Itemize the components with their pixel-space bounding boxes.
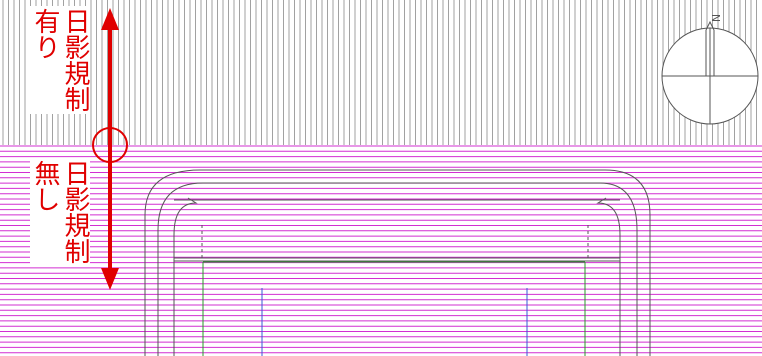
restricted-label-line2: 有り bbox=[30, 8, 60, 60]
restricted-label-line1: 日影規制 bbox=[60, 8, 90, 112]
unrestricted-zone-label: 日影規制 無し bbox=[30, 158, 90, 266]
unrestricted-label-line1: 日影規制 bbox=[60, 160, 90, 264]
compass-north-label: N bbox=[709, 14, 722, 22]
boundary-arrow bbox=[101, 8, 119, 290]
restricted-zone-label: 日影規制 有り bbox=[30, 6, 90, 114]
unrestricted-label-line2: 無し bbox=[30, 160, 60, 212]
road-outline bbox=[144, 169, 651, 356]
road-centerlines bbox=[202, 261, 586, 356]
boundary-marker-circle bbox=[92, 127, 128, 163]
compass-icon bbox=[661, 20, 759, 125]
